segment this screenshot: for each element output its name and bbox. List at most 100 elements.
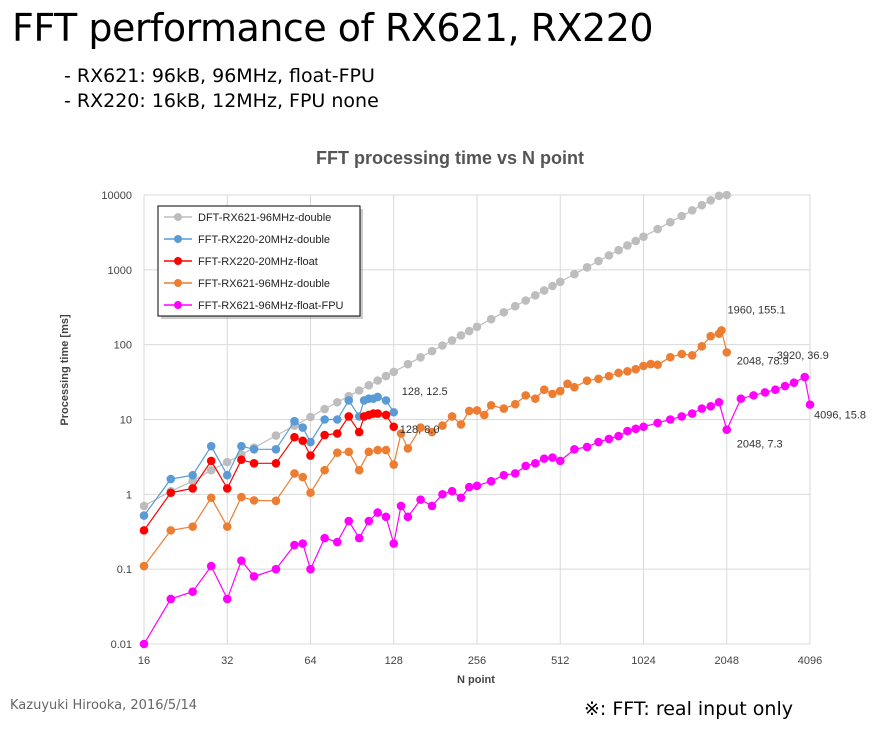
data-point: [237, 492, 246, 502]
data-point: [604, 371, 614, 381]
x-axis-title: N point: [457, 674, 495, 686]
legend-swatch-marker: [174, 257, 182, 265]
data-point: [639, 361, 648, 371]
credit-text: Kazuyuki Hirooka, 2016/5/14: [10, 698, 198, 713]
data-point: [364, 516, 374, 526]
data-point: [499, 404, 509, 413]
series-5: [139, 372, 815, 649]
data-point: [237, 455, 246, 465]
legend-swatch-marker: [174, 301, 182, 309]
data-point: [403, 444, 413, 453]
x-tick-label: 256: [468, 655, 486, 667]
data-point: [373, 508, 383, 517]
data-point: [333, 415, 342, 424]
series-1: [139, 190, 732, 511]
data-point: [438, 421, 447, 430]
slide-title: FFT performance of RX621, RX220: [12, 6, 654, 50]
data-point: [166, 526, 176, 535]
data-point: [687, 351, 697, 360]
data-point: [188, 484, 197, 493]
data-point: [447, 336, 457, 345]
x-tick-label: 64: [304, 655, 316, 667]
data-point: [306, 412, 315, 422]
data-point: [614, 245, 623, 255]
data-point: [139, 639, 149, 649]
series-3: [139, 409, 399, 535]
data-point: [373, 376, 383, 385]
data-point: [271, 444, 281, 454]
data-point: [623, 426, 632, 436]
data-point: [271, 458, 281, 468]
series-4: [139, 326, 732, 571]
data-point: [427, 427, 437, 437]
data-point: [271, 564, 281, 574]
data-point: [666, 217, 675, 227]
data-label: 4096, 15.8: [814, 410, 866, 422]
data-point: [298, 472, 308, 482]
data-point: [206, 441, 216, 451]
data-point: [722, 348, 732, 357]
data-label: 3920, 36.9: [777, 350, 829, 362]
data-point: [373, 445, 383, 455]
data-point: [354, 386, 364, 395]
data-point: [438, 341, 447, 350]
data-point: [771, 385, 780, 395]
data-point: [188, 587, 197, 596]
data-point: [381, 371, 391, 381]
data-point: [653, 360, 662, 369]
data-point: [555, 456, 565, 466]
data-point: [354, 427, 364, 437]
data-point: [381, 410, 391, 420]
data-point: [631, 424, 641, 434]
data-point: [510, 399, 520, 409]
data-point: [539, 286, 549, 295]
bullet-rx220: - RX220: 16kB, 12MHz, FPU none: [64, 90, 379, 112]
data-point: [403, 359, 413, 369]
data-point: [604, 434, 614, 444]
data-point: [789, 378, 799, 388]
y-tick-label: 10: [120, 415, 132, 427]
data-point: [249, 458, 259, 468]
data-point: [373, 392, 383, 402]
data-point: [166, 488, 176, 498]
data-point: [548, 453, 557, 462]
legend-label: FFT-RX220-20MHz-double: [198, 234, 330, 246]
data-point: [570, 382, 579, 392]
data-point: [403, 512, 413, 522]
data-point: [570, 269, 579, 279]
y-axis-ticks: 0.01 0.1 1 10 100 1000 10000: [101, 190, 132, 651]
data-point: [614, 431, 623, 441]
data-point: [447, 486, 457, 496]
x-tick-label: 4096: [798, 655, 822, 667]
data-point: [464, 326, 474, 336]
data-point: [472, 322, 482, 332]
chart-series: [139, 190, 815, 649]
data-point: [582, 263, 592, 272]
data-point: [438, 490, 447, 499]
data-point: [344, 447, 354, 457]
data-point: [320, 465, 329, 475]
data-point: [306, 451, 315, 460]
data-point: [722, 425, 732, 435]
data-point: [447, 412, 457, 421]
x-tick-label: 1024: [631, 655, 655, 667]
data-point: [582, 442, 592, 452]
data-point: [531, 394, 540, 403]
data-point: [396, 501, 406, 511]
data-point: [396, 429, 406, 438]
data-point: [306, 437, 315, 447]
data-point: [486, 476, 496, 486]
data-point: [697, 342, 707, 351]
data-point: [320, 415, 329, 424]
y-tick-label: 1000: [108, 265, 132, 277]
data-point: [555, 386, 565, 396]
x-tick-label: 128: [385, 655, 403, 667]
data-point: [249, 444, 259, 454]
data-point: [222, 484, 232, 493]
data-point: [677, 349, 687, 359]
data-point: [697, 404, 707, 413]
data-point: [290, 540, 299, 550]
data-point: [298, 423, 308, 432]
data-point: [646, 359, 656, 369]
